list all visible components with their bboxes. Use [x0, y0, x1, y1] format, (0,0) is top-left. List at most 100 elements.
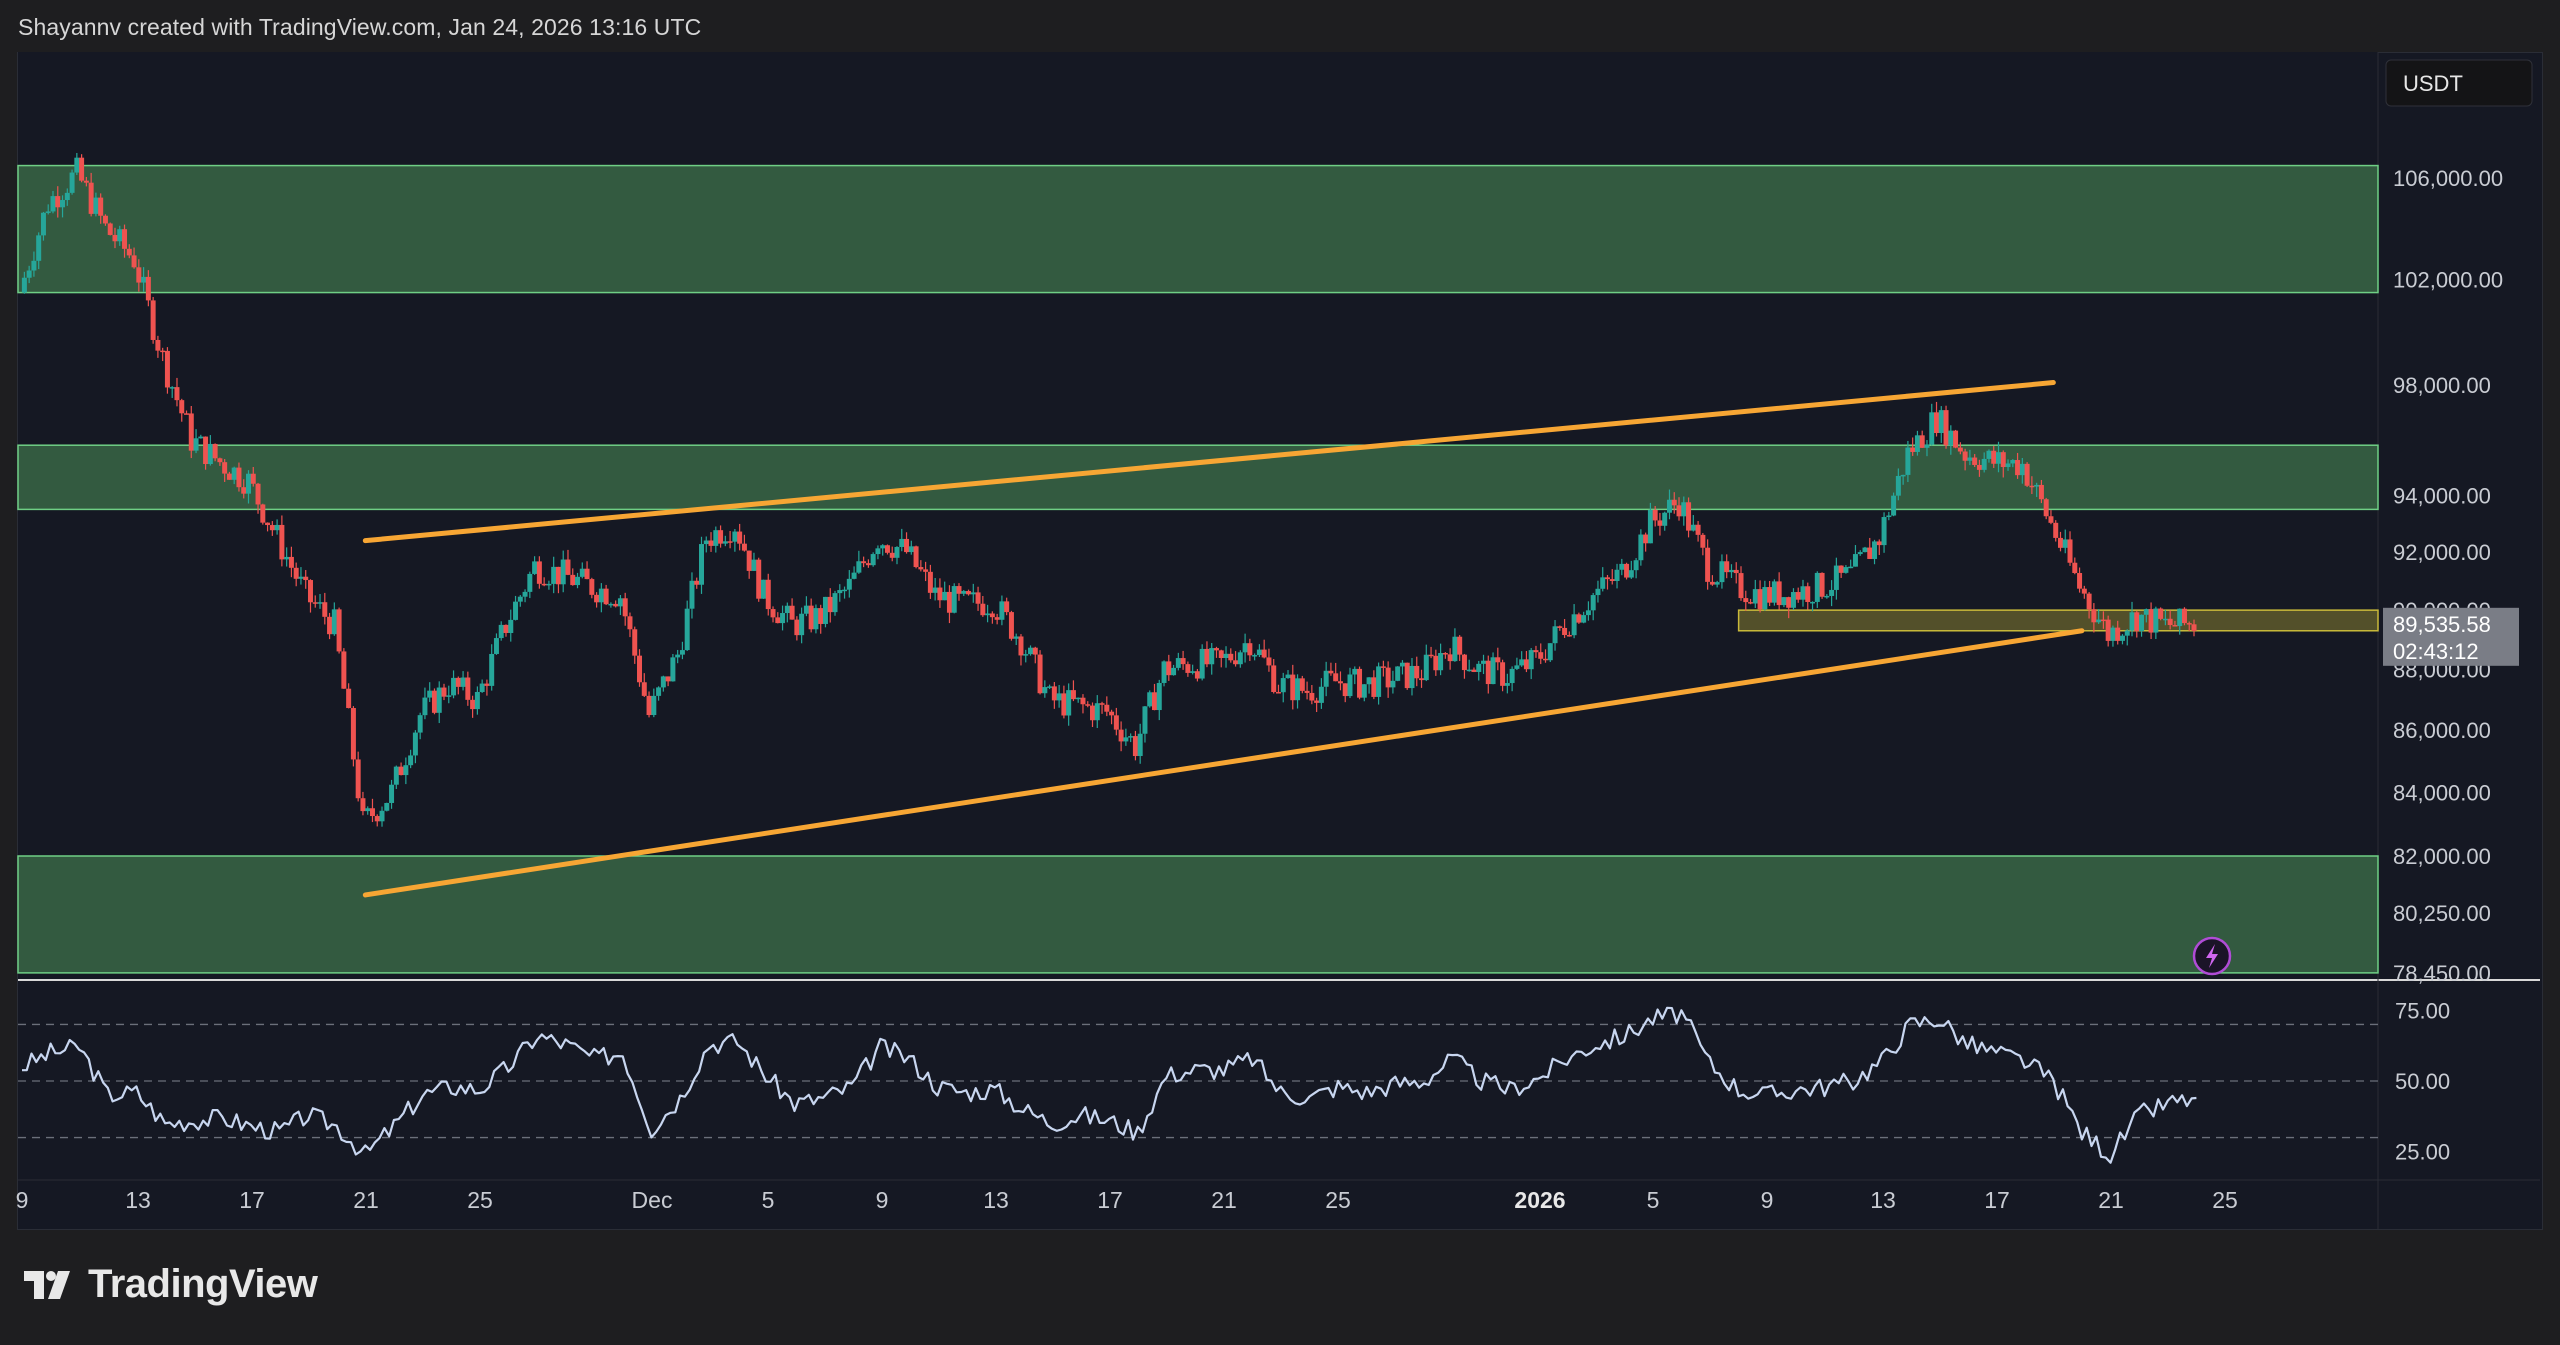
- candle-body: [1466, 669, 1472, 672]
- candle-body: [1304, 690, 1310, 693]
- candle-body: [88, 182, 94, 214]
- candle-body: [1595, 588, 1601, 596]
- candle-body: [1042, 687, 1048, 694]
- candle-body: [1900, 474, 1906, 477]
- candle-body: [1290, 674, 1296, 701]
- candle-body: [1786, 597, 1792, 608]
- candle-body: [1266, 657, 1272, 666]
- candle-body: [2143, 609, 2149, 615]
- candle-body: [1171, 667, 1177, 676]
- candle-body: [1996, 452, 2002, 464]
- candle-body: [908, 546, 914, 553]
- candle-body: [212, 443, 218, 459]
- candle-body: [617, 598, 623, 607]
- candle-body: [746, 550, 752, 571]
- candle-body: [608, 603, 614, 606]
- candle-body: [2172, 625, 2178, 627]
- candle-body: [241, 487, 247, 494]
- candle-body: [145, 276, 151, 301]
- time-tick-label: 9: [1761, 1187, 1774, 1213]
- last-price-value: 89,535.58: [2393, 612, 2491, 637]
- candle-body: [1843, 567, 1849, 573]
- candle-body: [575, 576, 581, 586]
- candle-body: [1514, 665, 1520, 669]
- candle-body: [1137, 733, 1143, 757]
- candle-body: [155, 339, 161, 351]
- candle-body: [684, 608, 690, 651]
- candle-body: [1886, 515, 1892, 518]
- candle-body: [832, 593, 838, 613]
- candle-body: [517, 596, 523, 602]
- tradingview-brand[interactable]: TradingView: [22, 1262, 318, 1307]
- zone-current-support-zone: [1737, 609, 2379, 632]
- candle-body: [1991, 450, 1997, 464]
- candle-body: [2029, 485, 2035, 488]
- candle-body: [2177, 608, 2183, 627]
- candle-body: [1867, 547, 1873, 559]
- candle-body: [1690, 524, 1696, 531]
- candle-body: [126, 248, 132, 256]
- candle-body: [665, 676, 671, 682]
- candle-body: [1156, 682, 1162, 711]
- candle-body: [1409, 665, 1415, 689]
- candle-body: [1371, 677, 1377, 697]
- candle-body: [1261, 649, 1267, 658]
- candle-body: [303, 576, 309, 581]
- candle-body: [536, 561, 542, 584]
- candle-body: [675, 654, 681, 658]
- candle-body: [856, 561, 862, 573]
- candle-body: [1376, 666, 1382, 697]
- candle-body: [184, 413, 190, 415]
- candle-body: [1190, 671, 1196, 673]
- candle-body: [689, 580, 695, 609]
- candle-body: [150, 300, 156, 340]
- candle-body: [822, 596, 828, 624]
- candle-body: [1295, 678, 1301, 701]
- candle-body: [1805, 586, 1811, 603]
- candle-body: [2053, 522, 2059, 538]
- candle-body: [1810, 601, 1816, 604]
- candle-body: [69, 172, 75, 193]
- time-tick-label: 17: [1984, 1187, 2010, 1213]
- candle-body: [1976, 464, 1982, 470]
- candle-body: [1213, 648, 1219, 651]
- candle-body: [179, 400, 185, 414]
- candle-body: [327, 616, 333, 635]
- candle-body: [937, 587, 943, 601]
- rsi-tick-label: 75.00: [2395, 998, 2450, 1023]
- candle-body: [1070, 690, 1076, 700]
- candle-body: [369, 808, 375, 817]
- candle-body: [789, 605, 795, 620]
- candle-body: [2062, 539, 2068, 548]
- candle-body: [532, 561, 538, 574]
- candle-body: [555, 566, 561, 585]
- candle-body: [2096, 619, 2102, 623]
- candle-body: [436, 687, 442, 713]
- candle-body: [374, 816, 380, 822]
- candle-body: [1733, 569, 1739, 574]
- candle-body: [50, 196, 56, 212]
- candle-body: [1943, 410, 1949, 446]
- candle-body: [1318, 686, 1324, 703]
- candle-body: [2005, 463, 2011, 468]
- currency-badge-label: USDT: [2403, 71, 2463, 96]
- candle-body: [1352, 668, 1358, 675]
- candle-body: [865, 563, 871, 566]
- candle-body: [808, 605, 814, 630]
- candle-body: [1929, 412, 1935, 445]
- candle-body: [508, 619, 514, 633]
- candle-body: [1104, 704, 1110, 712]
- candle-body: [422, 697, 428, 716]
- candle-body: [1385, 667, 1391, 688]
- candle-body: [603, 588, 609, 605]
- candle-body: [1934, 412, 1940, 434]
- candle-body: [284, 556, 290, 560]
- candle-body: [1705, 547, 1711, 582]
- candle-body: [236, 467, 242, 488]
- candle-body: [1953, 430, 1959, 448]
- brand-name: TradingView: [88, 1262, 318, 1306]
- candle-body: [1700, 534, 1706, 548]
- candle-body: [2038, 484, 2044, 500]
- candle-body: [350, 708, 356, 760]
